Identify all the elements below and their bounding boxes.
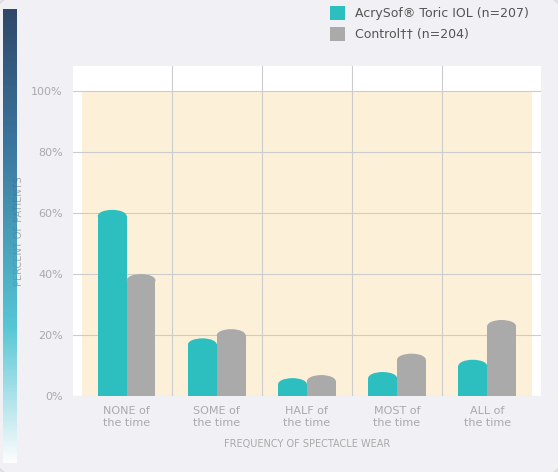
Ellipse shape <box>217 329 246 341</box>
Ellipse shape <box>397 354 426 366</box>
Bar <box>487 326 516 396</box>
X-axis label: FREQUENCY OF SPECTACLE WEAR: FREQUENCY OF SPECTACLE WEAR <box>224 439 390 449</box>
Ellipse shape <box>127 274 156 287</box>
Bar <box>217 335 246 396</box>
Bar <box>368 378 397 396</box>
Ellipse shape <box>307 375 336 388</box>
Bar <box>127 280 156 396</box>
Ellipse shape <box>458 360 487 372</box>
Ellipse shape <box>188 338 217 351</box>
Bar <box>278 384 307 396</box>
Bar <box>397 360 426 396</box>
Ellipse shape <box>98 210 127 222</box>
Bar <box>188 345 217 396</box>
Legend: AcrySof® Toric IOL (n=207), Control†† (n=204): AcrySof® Toric IOL (n=207), Control†† (n… <box>324 0 535 47</box>
Y-axis label: PERCENT OF PATIENTS: PERCENT OF PATIENTS <box>15 177 24 286</box>
Bar <box>307 381 336 396</box>
Bar <box>458 366 487 396</box>
Ellipse shape <box>278 378 307 390</box>
Ellipse shape <box>368 372 397 384</box>
Ellipse shape <box>487 320 516 332</box>
Bar <box>98 216 127 396</box>
